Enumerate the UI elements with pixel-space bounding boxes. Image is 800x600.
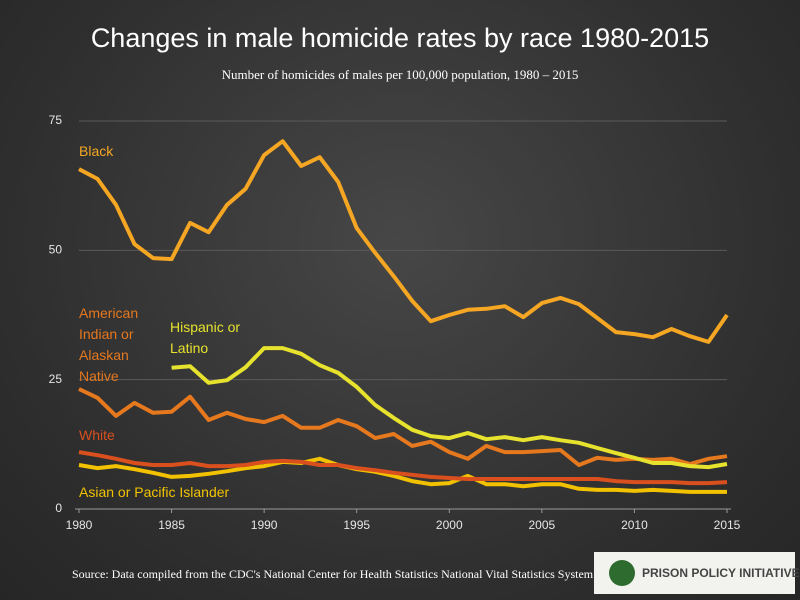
logo: PRISON POLICY INITIATIVE [642,566,800,580]
x-tick-label: 1990 [251,518,278,532]
x-tick-label: 1995 [343,518,370,532]
x-tick-label: 1985 [158,518,185,532]
series-line [171,346,728,470]
series-line [78,456,727,494]
y-tick-label: 75 [49,113,63,127]
x-tick-label: 2015 [714,518,741,532]
series-line [78,450,728,486]
x-tick-label: 2000 [436,518,463,532]
x-tick-label: 2005 [529,518,556,532]
series-label: White [79,427,115,443]
logo-icon [609,560,635,586]
series-label: American Indian or Alaskan Native [79,305,139,384]
chart-title: Changes in male homicide rates by race 1… [91,23,709,53]
x-tick-label: 2010 [621,518,648,532]
y-tick-label: 0 [55,501,62,515]
series-label: Hispanic or Latino [170,319,241,356]
y-tick-label: 25 [49,372,63,386]
source: Source: Data compiled from the CDC's Nat… [72,567,594,581]
series-label: Asian or Pacific Islander [79,484,230,500]
series-line [78,387,728,467]
y-tick-label: 50 [49,243,63,257]
series-label: Black [79,143,114,159]
series-line [78,139,729,344]
chart-subtitle: Number of homicides of males per 100,000… [222,67,579,82]
x-tick-label: 1980 [66,518,93,532]
